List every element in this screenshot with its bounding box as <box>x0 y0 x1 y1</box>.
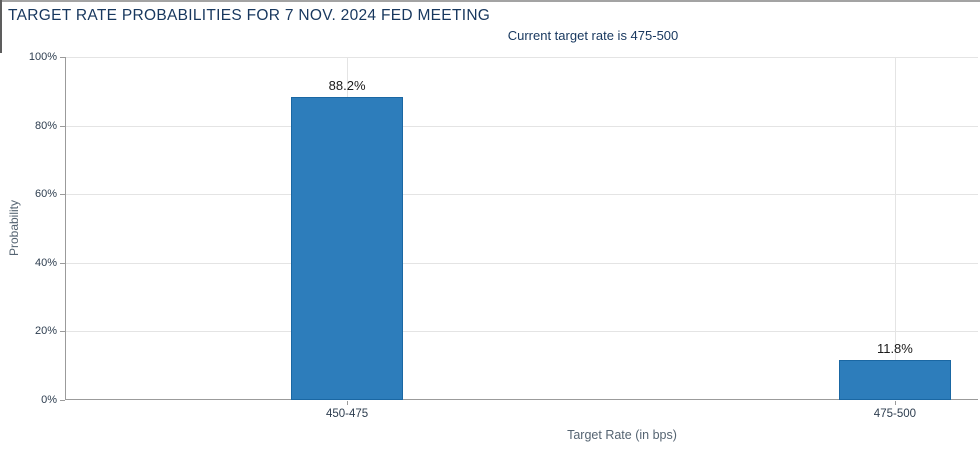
y-axis-tick <box>60 126 65 127</box>
y-tick-label: 0% <box>41 394 57 406</box>
y-axis-tick <box>60 331 65 332</box>
chart-title: TARGET RATE PROBABILITIES FOR 7 NOV. 202… <box>8 7 491 24</box>
y-tick-label: 60% <box>34 188 57 200</box>
x-axis-tick <box>895 401 896 405</box>
v-gridline <box>895 57 896 400</box>
bar-value-label: 11.8% <box>876 341 913 356</box>
plot-area <box>65 57 978 400</box>
probability-bar[interactable] <box>839 360 951 400</box>
y-axis-tick <box>60 194 65 195</box>
y-axis-title: Probability <box>7 199 21 257</box>
h-gridline <box>66 126 978 127</box>
x-axis-title: Target Rate (in bps) <box>567 428 677 442</box>
h-gridline <box>66 57 978 58</box>
y-tick-label: 100% <box>28 51 57 63</box>
y-tick-label: 40% <box>34 257 57 269</box>
window-top-border <box>0 0 980 2</box>
y-axis-tick <box>60 263 65 264</box>
y-tick-label: 20% <box>34 325 57 337</box>
y-axis-tick <box>60 57 65 58</box>
x-tick-label: 475-500 <box>873 408 917 420</box>
bar-value-label: 88.2% <box>328 78 366 93</box>
h-gridline <box>66 194 978 195</box>
h-gridline <box>66 331 978 332</box>
y-axis-tick <box>60 400 65 401</box>
chart-subtitle: Current target rate is 475-500 <box>507 28 679 43</box>
x-tick-label: 450-475 <box>326 408 369 420</box>
window-left-border <box>0 0 2 53</box>
y-tick-label: 80% <box>34 120 57 132</box>
h-gridline <box>66 263 978 264</box>
probability-bar[interactable] <box>291 97 403 400</box>
x-axis-tick <box>347 401 348 405</box>
